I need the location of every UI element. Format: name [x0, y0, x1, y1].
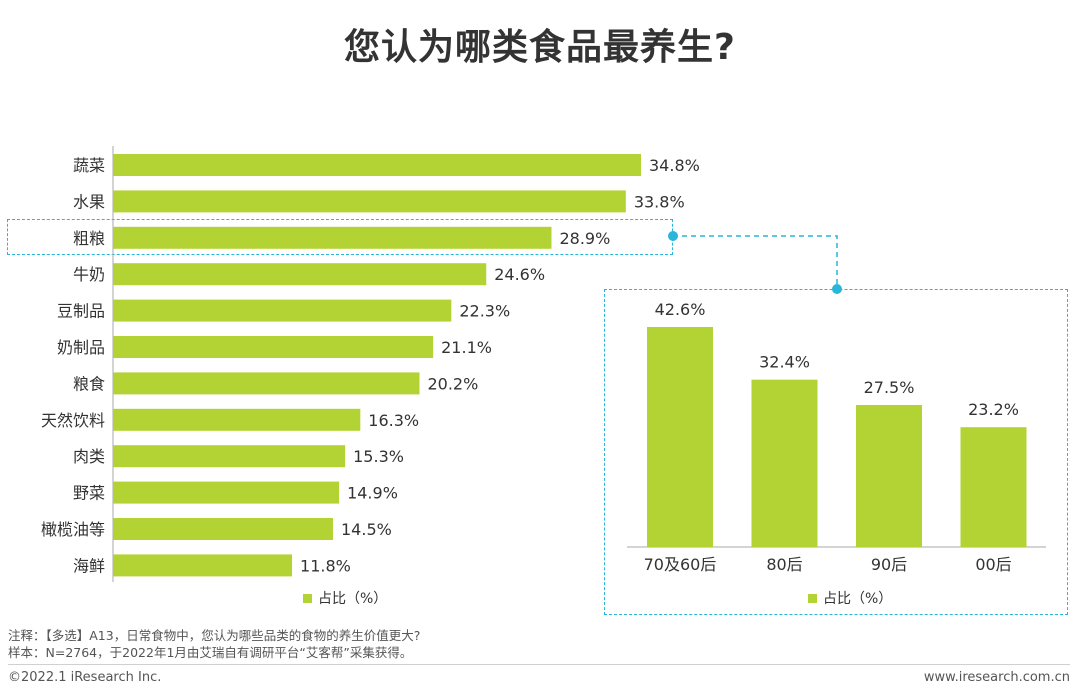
main-legend-label: 占比（%） [318, 591, 388, 607]
connector-path [673, 235, 838, 289]
main-bar [113, 154, 641, 176]
main-category-label: 海鲜 [73, 556, 105, 575]
main-category-label: 肉类 [73, 447, 105, 466]
main-category-label: 橄榄油等 [41, 520, 105, 539]
main-legend: 占比（%） [303, 588, 387, 608]
chart-title: 您认为哪类食品最养生? [344, 27, 736, 68]
main-category-label: 豆制品 [57, 302, 105, 321]
main-bar [113, 554, 293, 577]
footer-divider [8, 664, 1070, 665]
detail-value-label: 42.6% [655, 300, 706, 319]
detail-legend-label: 占比（%） [823, 591, 893, 607]
note-line-2: 样本：N=2764，于2022年1月由艾瑞自有调研平台“艾客帮”采集获得。 [8, 645, 413, 660]
detail-bar [751, 379, 818, 547]
main-bar [113, 299, 452, 322]
detail-value-label: 23.2% [968, 400, 1019, 419]
main-bar [113, 226, 552, 249]
detail-bar [647, 327, 713, 547]
detail-value-label: 27.5% [864, 378, 915, 397]
main-category-label: 粮食 [73, 374, 105, 393]
legend-swatch [808, 593, 817, 603]
main-bar [113, 263, 487, 286]
main-category-label: 野菜 [73, 484, 105, 503]
main-bar [113, 336, 434, 358]
main-value-label: 34.8% [649, 156, 700, 175]
main-bar [113, 481, 340, 504]
main-category-label: 牛奶 [73, 265, 105, 284]
main-value-label: 14.5% [341, 520, 392, 539]
main-bar [113, 518, 333, 540]
detail-category-label: 80后 [766, 555, 802, 574]
main-bar [113, 408, 361, 431]
main-category-label: 粗粮 [73, 229, 105, 248]
detail-category-label: 70及60后 [644, 555, 717, 574]
detail-bar [960, 427, 1027, 547]
legend-swatch [303, 593, 312, 603]
detail-value-label: 32.4% [759, 353, 810, 372]
footer-copyright: ©2022.1 iResearch Inc. [8, 670, 162, 685]
main-value-label: 11.8% [300, 556, 351, 575]
detail-legend: 占比（%） [808, 588, 892, 608]
main-category-label: 蔬菜 [73, 156, 105, 175]
detail-category-label: 00后 [975, 555, 1011, 574]
main-bar [113, 190, 626, 213]
main-value-label: 14.9% [347, 484, 398, 503]
main-value-label: 33.8% [634, 192, 685, 211]
main-category-label: 天然饮料 [41, 411, 105, 430]
detail-bar [856, 404, 922, 547]
main-bar [113, 372, 420, 395]
main-value-label: 24.6% [494, 265, 545, 284]
note-line-1: 注释：【多选】A13，日常食物中，您认为哪些品类的食物的养生价值更大? [8, 628, 421, 643]
main-category-label: 水果 [73, 192, 105, 211]
main-value-label: 20.2% [427, 374, 478, 393]
main-value-label: 22.3% [459, 302, 510, 321]
main-category-label: 奶制品 [57, 338, 105, 357]
connector-dot-end [832, 284, 842, 294]
footer-website: www.iresearch.com.cn [923, 670, 1070, 685]
main-value-label: 15.3% [353, 447, 404, 466]
detail-category-label: 90后 [871, 555, 907, 574]
main-value-label: 28.9% [559, 229, 610, 248]
notes: 注释：【多选】A13，日常食物中，您认为哪些品类的食物的养生价值更大? 样本：N… [8, 627, 420, 661]
connector-dot-start [668, 231, 678, 241]
main-value-label: 21.1% [441, 338, 492, 357]
main-bar [113, 445, 346, 468]
main-value-label: 16.3% [368, 411, 419, 430]
